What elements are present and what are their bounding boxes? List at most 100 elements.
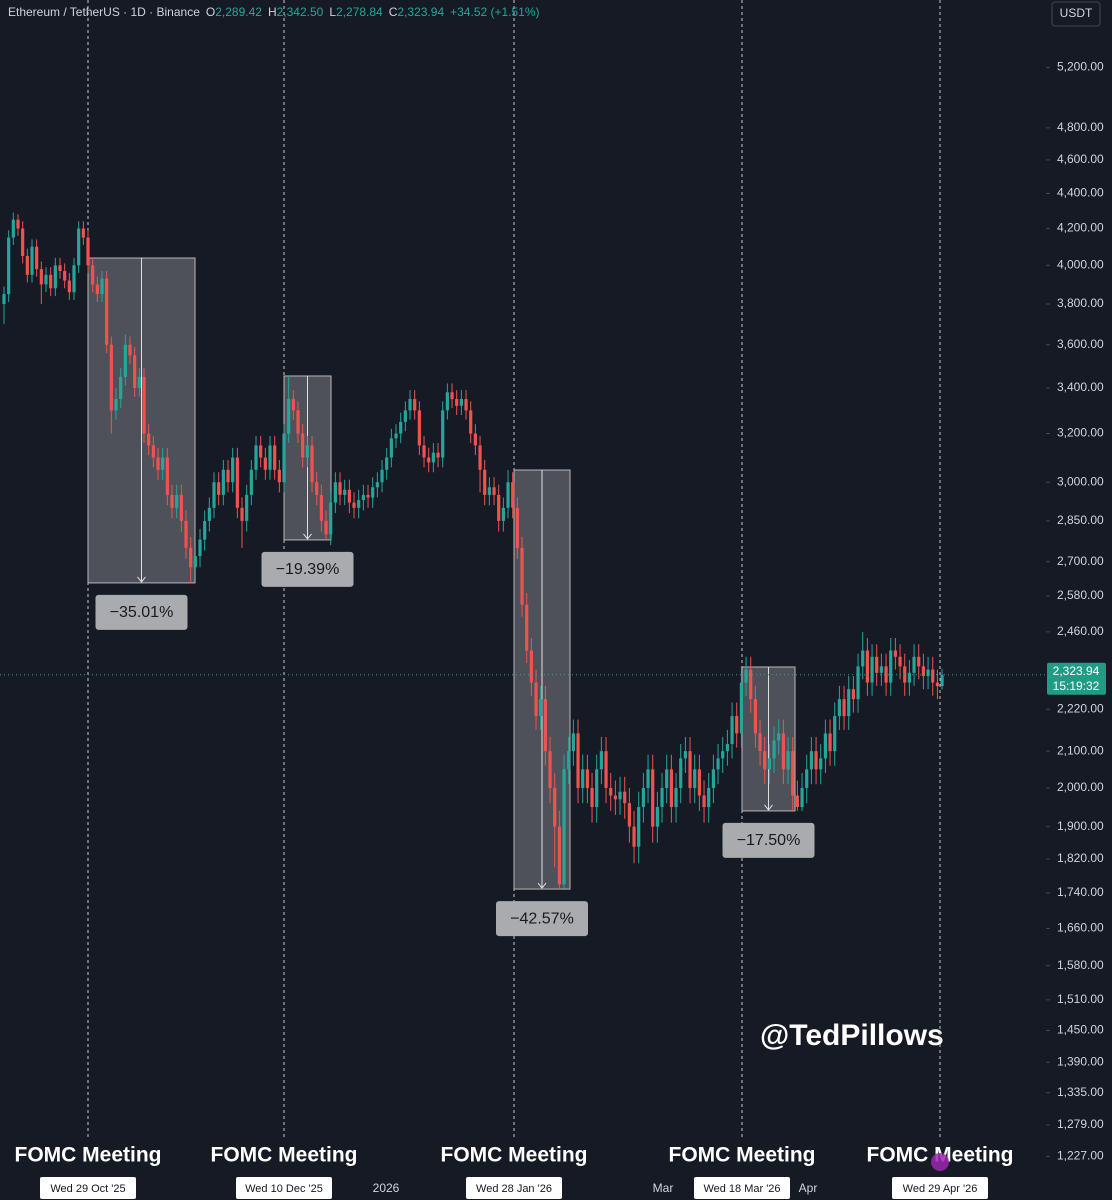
candle-body bbox=[567, 751, 571, 770]
candle-body bbox=[483, 469, 487, 495]
candle-body bbox=[520, 547, 524, 605]
change-label-box bbox=[261, 551, 354, 587]
candle-body bbox=[128, 344, 132, 356]
arrow-head bbox=[303, 533, 312, 540]
candle-body bbox=[879, 666, 883, 673]
candle-body bbox=[501, 507, 505, 521]
candle-body bbox=[809, 751, 813, 770]
price-change: +34.52 (+1.51%) bbox=[450, 5, 540, 19]
candle-body bbox=[189, 547, 193, 568]
candle-body bbox=[497, 494, 501, 521]
candle-body bbox=[165, 457, 169, 495]
candle-body bbox=[847, 689, 851, 717]
candle-body bbox=[805, 769, 809, 788]
event-date: Wed 10 Dec '25 bbox=[245, 1183, 323, 1195]
candle-body bbox=[235, 457, 239, 508]
candle-body bbox=[151, 445, 155, 458]
candle-body bbox=[655, 807, 659, 827]
arrow-head bbox=[137, 576, 146, 583]
candle-body bbox=[511, 482, 515, 508]
candle-body bbox=[721, 751, 725, 759]
candle-body bbox=[777, 733, 781, 741]
candle-body bbox=[114, 399, 118, 411]
event-date-badge bbox=[466, 1177, 562, 1199]
candle-body bbox=[245, 494, 249, 521]
arrow-head bbox=[537, 882, 547, 889]
candle-body bbox=[413, 399, 417, 411]
candle-body bbox=[884, 666, 888, 683]
event-date-badge bbox=[694, 1177, 790, 1199]
candle-body bbox=[786, 751, 790, 770]
y-tick-label: 1,279.00 bbox=[1057, 1117, 1104, 1131]
candle-body bbox=[161, 457, 165, 470]
candle-body bbox=[109, 344, 113, 411]
change-label: −19.39% bbox=[276, 561, 340, 578]
candle-body bbox=[711, 769, 715, 788]
time-label: 2026 bbox=[373, 1181, 400, 1195]
candle-body bbox=[753, 699, 757, 734]
candle-body bbox=[277, 469, 281, 483]
candle-body bbox=[917, 656, 921, 667]
candle-body bbox=[907, 672, 911, 683]
change-label-box bbox=[496, 901, 588, 937]
candle-body bbox=[795, 795, 799, 808]
candle-body bbox=[618, 791, 622, 800]
candle-body bbox=[137, 376, 141, 388]
candle-body bbox=[352, 502, 356, 508]
candle-body bbox=[739, 682, 743, 734]
candle-body bbox=[627, 803, 631, 827]
change-label-box bbox=[95, 594, 188, 630]
y-tick-label: 4,800.00 bbox=[1057, 120, 1104, 134]
y-tick-label: 4,200.00 bbox=[1057, 221, 1104, 235]
candle-body bbox=[940, 674, 944, 687]
change-label: −35.01% bbox=[110, 604, 174, 621]
candle-body bbox=[338, 482, 342, 495]
candle-body bbox=[305, 445, 309, 458]
candle-body bbox=[837, 699, 841, 717]
candle-body bbox=[371, 487, 375, 498]
change-label: −17.50% bbox=[737, 832, 801, 849]
candle-body bbox=[525, 604, 529, 651]
candle-body bbox=[688, 751, 692, 788]
candle-body bbox=[646, 769, 650, 788]
candle-body bbox=[935, 682, 939, 687]
ohlc-value: 2,278.84 bbox=[336, 5, 383, 19]
y-tick-label: 1,900.00 bbox=[1057, 819, 1104, 833]
candle-body bbox=[702, 795, 706, 808]
event-date-badge bbox=[236, 1177, 332, 1199]
y-tick-label: 3,400.00 bbox=[1057, 380, 1104, 394]
ohlc-key: O bbox=[205, 5, 216, 19]
candle-body bbox=[389, 438, 393, 458]
y-tick-label: 2,850.00 bbox=[1057, 513, 1104, 527]
y-tick-label: 1,335.00 bbox=[1057, 1085, 1104, 1099]
candle-body bbox=[875, 656, 879, 673]
candle-body bbox=[329, 502, 333, 535]
candle-body bbox=[357, 500, 361, 508]
y-tick-label: 2,220.00 bbox=[1057, 701, 1104, 715]
candle-body bbox=[394, 433, 398, 439]
candle-body bbox=[212, 482, 216, 508]
candle-body bbox=[366, 494, 370, 498]
candle-body bbox=[81, 228, 85, 238]
candle-body bbox=[91, 265, 95, 285]
y-tick-label: 2,580.00 bbox=[1057, 588, 1104, 602]
candle-body bbox=[268, 445, 272, 470]
candle-body bbox=[665, 769, 669, 788]
candle-body bbox=[385, 457, 389, 470]
candle-body bbox=[926, 669, 930, 677]
candle-body bbox=[473, 433, 477, 446]
candle-body bbox=[198, 539, 202, 557]
candle-body bbox=[674, 787, 678, 808]
candle-body bbox=[263, 457, 267, 470]
candle-body bbox=[623, 791, 627, 804]
candle-body bbox=[133, 355, 137, 388]
candle-body bbox=[590, 787, 594, 808]
candle-body bbox=[553, 787, 557, 827]
candle-body bbox=[259, 445, 263, 458]
currency-button[interactable] bbox=[1051, 1, 1101, 27]
candle-body bbox=[399, 421, 403, 434]
candle-body bbox=[534, 682, 538, 717]
candle-body bbox=[492, 487, 496, 495]
